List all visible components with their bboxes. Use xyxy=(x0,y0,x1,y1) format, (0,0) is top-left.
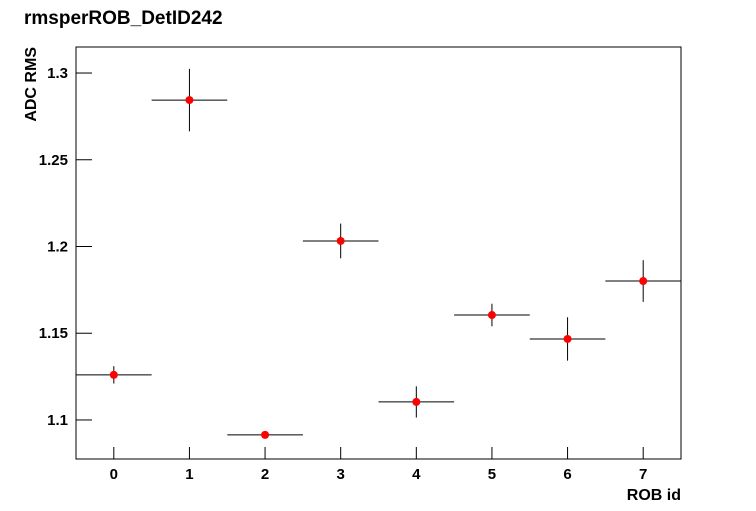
y-axis-title: ADC RMS xyxy=(23,47,40,122)
data-point xyxy=(336,236,345,245)
data-point xyxy=(261,430,270,439)
x-tick-label: 2 xyxy=(261,466,269,483)
y-tick-label: 1.15 xyxy=(39,325,68,342)
x-tick-label: 3 xyxy=(337,466,345,483)
plot-frame xyxy=(75,46,682,460)
x-tick-label: 7 xyxy=(639,466,647,483)
y-tick-label: 1.25 xyxy=(39,152,68,169)
y-tick-label: 1.1 xyxy=(47,412,68,429)
data-point xyxy=(109,370,118,379)
x-axis-title: ROB id xyxy=(627,487,681,504)
y-tick-label: 1.3 xyxy=(47,65,68,82)
data-point xyxy=(185,96,194,105)
x-tick-label: 6 xyxy=(563,466,571,483)
y-tick-label: 1.2 xyxy=(47,238,68,255)
data-point xyxy=(563,334,572,343)
chart-title: rmsperROB_DetID242 xyxy=(24,8,223,29)
x-tick-label: 4 xyxy=(412,466,421,483)
data-point xyxy=(487,311,496,320)
x-tick-label: 0 xyxy=(110,466,118,483)
x-tick-label: 5 xyxy=(488,466,496,483)
data-point xyxy=(412,397,421,406)
x-tick-label: 1 xyxy=(185,466,193,483)
data-point xyxy=(639,277,648,286)
